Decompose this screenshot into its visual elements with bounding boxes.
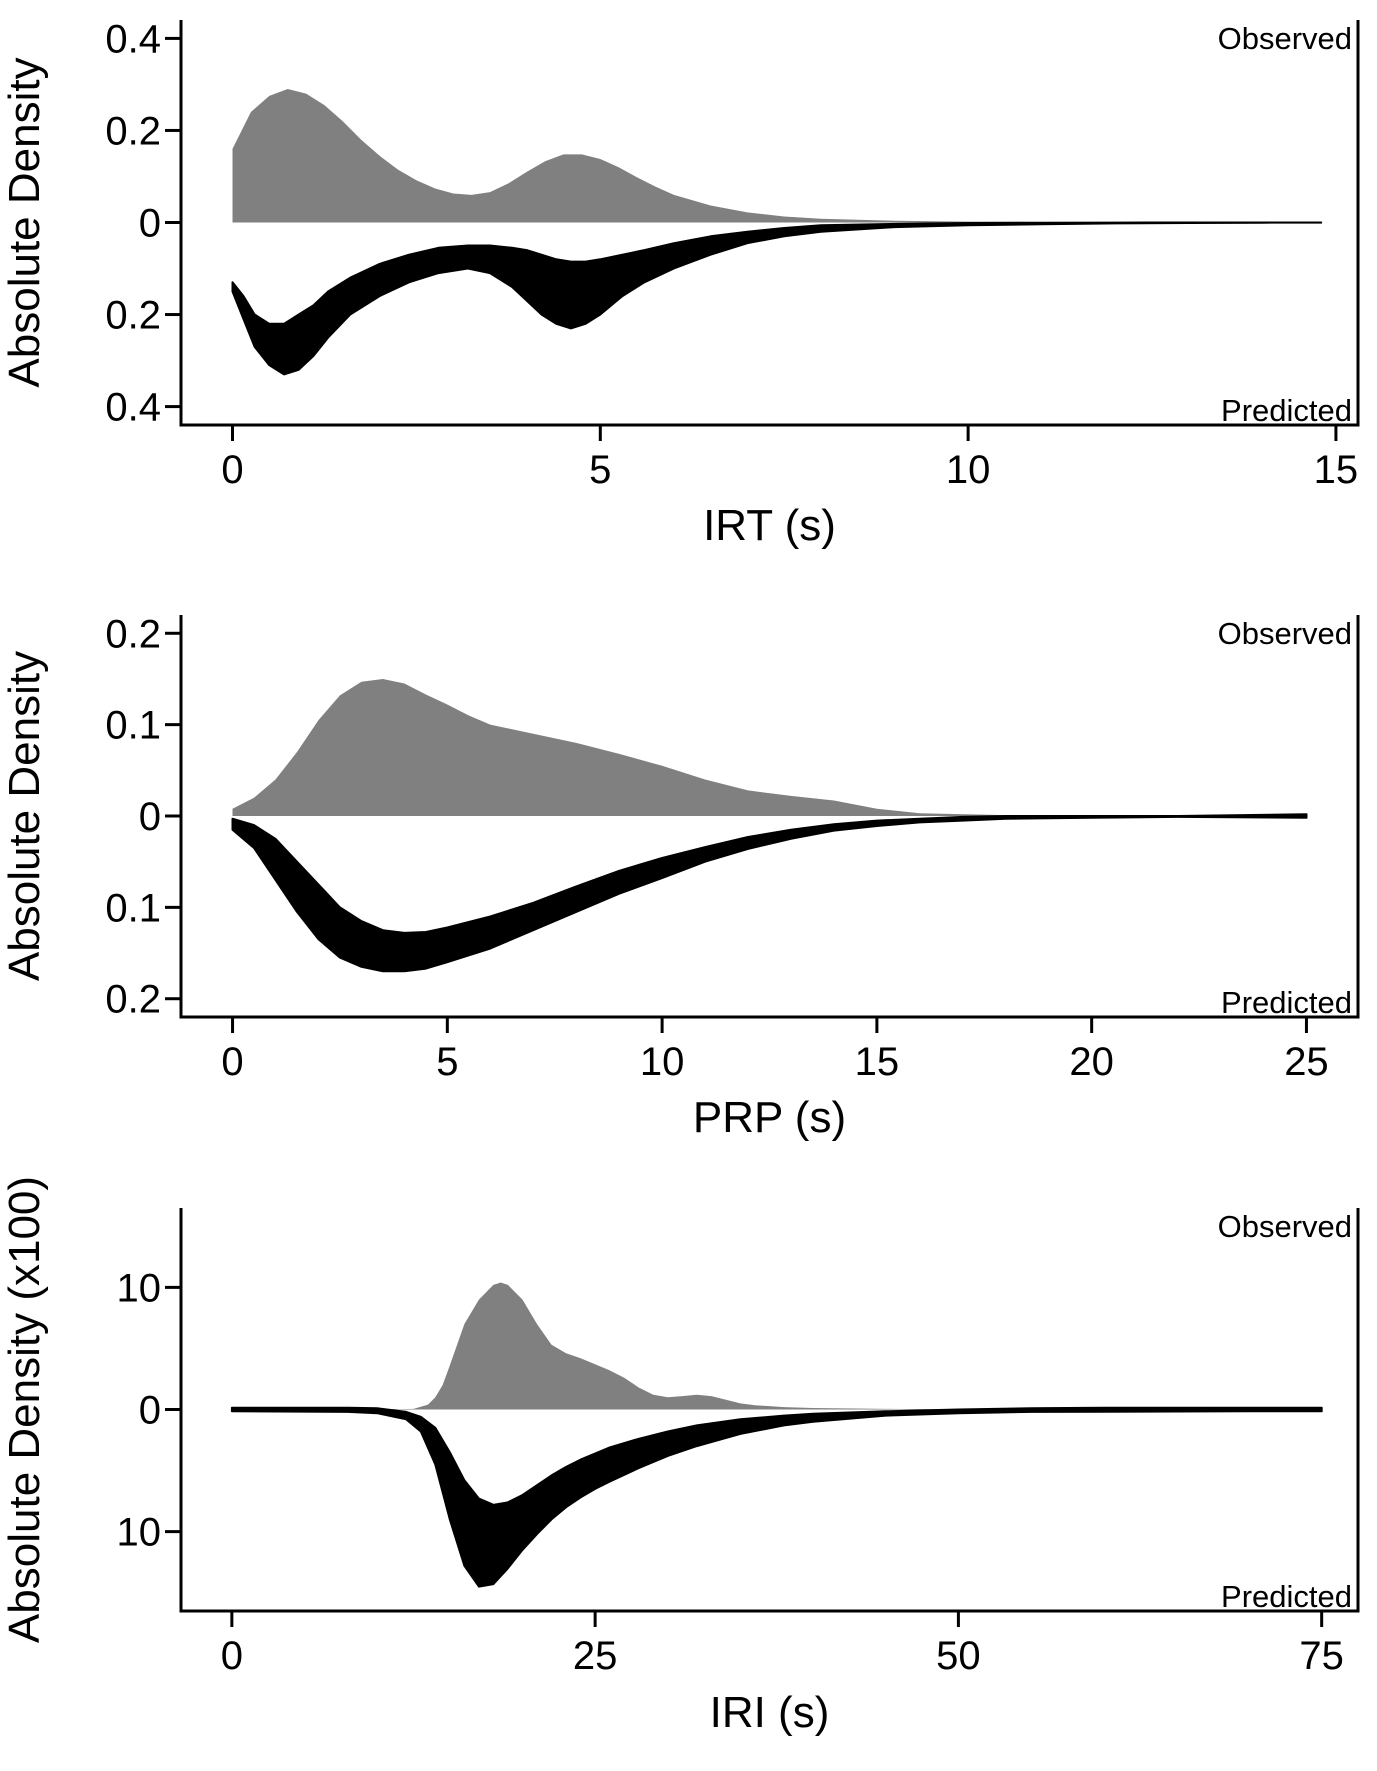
y-tick-label: 0.2	[105, 109, 161, 153]
x-tick-label: 10	[640, 1040, 685, 1084]
x-axis-title: PRP (s)	[693, 1093, 846, 1142]
x-tick-label: 0	[221, 1634, 243, 1678]
y-tick-label: 0	[139, 202, 161, 246]
x-axis-title: IRT (s)	[703, 501, 836, 550]
x-tick-label: 5	[436, 1040, 458, 1084]
y-tick-label: 10	[117, 1511, 162, 1555]
panel-3: 10 0 10 0 25 50 75 IRI (s) Absolute Density (x10…	[0, 1176, 1360, 1737]
predicted-band	[231, 221, 1323, 376]
predicted-band	[231, 813, 1308, 973]
y-tick-label: 0.4	[105, 17, 161, 61]
y-tick-label: 0	[139, 795, 161, 839]
x-tick-label: 25	[573, 1634, 618, 1678]
x-tick-label: 10	[946, 448, 991, 492]
y-tick-label: 10	[117, 1266, 162, 1310]
y-axis-title: Absolute Density (x100)	[0, 1176, 49, 1643]
x-tick-label: 50	[936, 1634, 981, 1678]
y-tick-label: 0.1	[105, 886, 161, 930]
observed-label: Observed	[1218, 616, 1352, 651]
y-axis-title: Absolute Density	[0, 57, 49, 387]
observed-area	[232, 89, 1322, 223]
observed-area	[232, 679, 1307, 816]
observed-label: Observed	[1218, 21, 1352, 56]
y-tick-label: 0.1	[105, 704, 161, 748]
x-tick-label: 5	[589, 448, 611, 492]
predicted-label: Predicted	[1221, 1579, 1352, 1614]
observed-label: Observed	[1218, 1209, 1352, 1244]
predicted-label: Predicted	[1221, 393, 1352, 428]
y-axis-title: Absolute Density	[0, 651, 49, 981]
predicted-band	[230, 1406, 1323, 1588]
panel-1: 0.4 0.2 0 0.2 0.4 0 5 10 15 IRT (s) Absolute Densi…	[0, 17, 1360, 550]
y-tick-label: 0.2	[105, 612, 161, 656]
y-tick-label: 0.4	[105, 386, 161, 430]
predicted-label: Predicted	[1221, 985, 1352, 1020]
x-tick-label: 0	[221, 1040, 243, 1084]
x-tick-label: 25	[1284, 1040, 1329, 1084]
x-tick-label: 75	[1299, 1634, 1344, 1678]
y-tick-label: 0.2	[105, 294, 161, 338]
x-tick-label: 20	[1069, 1040, 1114, 1084]
panel-2: 0.2 0.1 0 0.1 0.2 0 5 10 15 20 25 PRP (s) Absolute D…	[0, 612, 1360, 1142]
x-tick-label: 0	[221, 448, 243, 492]
x-axis-title: IRI (s)	[710, 1688, 830, 1737]
y-tick-label: 0	[139, 1389, 161, 1433]
y-tick-label: 0.2	[105, 978, 161, 1022]
x-tick-label: 15	[1314, 448, 1359, 492]
x-tick-label: 15	[855, 1040, 900, 1084]
observed-area	[231, 1282, 1032, 1410]
